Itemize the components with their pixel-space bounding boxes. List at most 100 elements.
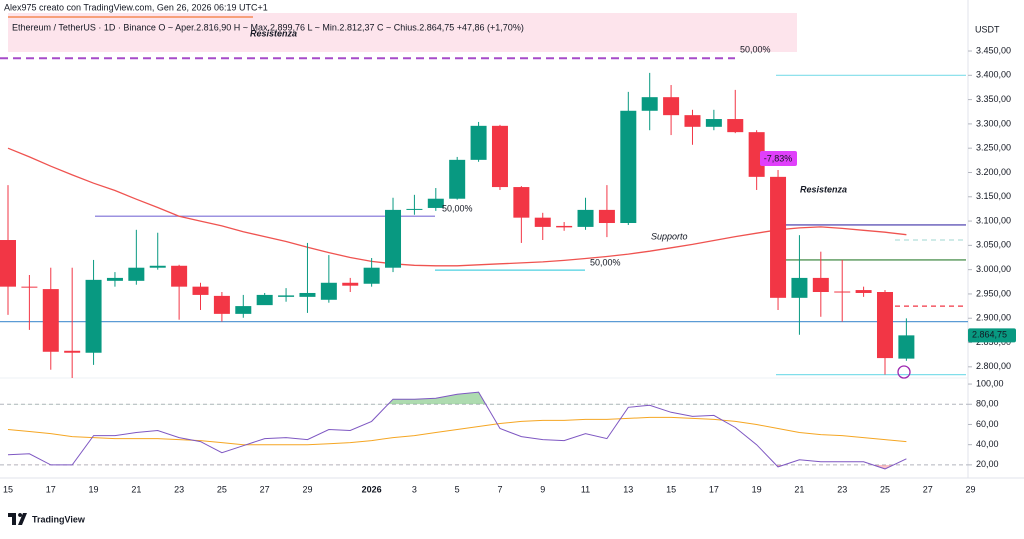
x-tick-label: 29 <box>966 484 976 494</box>
rsi-ma <box>7 416 907 446</box>
candle-body <box>534 217 551 227</box>
y-tick-label: 3.050,00 <box>976 240 1011 250</box>
candle-body <box>171 265 188 287</box>
author: Alex975 creato con TradingView.com, Gen … <box>4 2 268 12</box>
x-tick-label: 15 <box>3 484 13 494</box>
x-tick-label: 5 <box>455 484 460 494</box>
y-tick-label: 2.800,00 <box>976 361 1011 371</box>
price-tag-label: 2.864,75 <box>972 330 1007 340</box>
symbol-header: Ethereum / TetherUS · 1D · Binance O ~ A… <box>12 22 524 32</box>
candle-body <box>898 335 915 359</box>
annotation: -7,83% <box>764 153 793 163</box>
y-tick-label: 3.150,00 <box>976 191 1011 201</box>
candle-body <box>727 119 744 133</box>
x-tick-label: 3 <box>412 484 417 494</box>
y-tick-label: 3.100,00 <box>976 215 1011 225</box>
candle-body <box>855 290 872 293</box>
candle-body <box>812 277 829 293</box>
candle-body <box>320 282 337 300</box>
candle-body <box>491 125 508 188</box>
x-tick-label: 13 <box>623 484 633 494</box>
candle-body <box>876 292 893 359</box>
rsi-line <box>7 391 907 470</box>
event-icon[interactable] <box>897 365 911 379</box>
x-tick-label: 2026 <box>362 484 382 494</box>
candle-body <box>770 176 787 298</box>
annotation: Resistenza <box>800 184 847 194</box>
annotation: 50,00% <box>590 257 621 267</box>
candle-body <box>684 115 701 127</box>
brand: TradingView <box>32 514 86 524</box>
candle-body <box>192 286 209 295</box>
candle-body <box>21 286 38 288</box>
x-tick-label: 7 <box>497 484 502 494</box>
candle-body <box>42 289 59 352</box>
y-tick-label: 2.950,00 <box>976 288 1011 298</box>
y-tick-label: 3.000,00 <box>976 264 1011 274</box>
y-tick-label: 3.400,00 <box>976 70 1011 80</box>
price-tag <box>968 328 1016 343</box>
y-tick-label: 3.300,00 <box>976 118 1011 128</box>
candle-body <box>85 279 102 353</box>
x-tick-label: 23 <box>174 484 184 494</box>
annotation: 50,00% <box>442 203 473 213</box>
y-tick-label: 3.200,00 <box>976 167 1011 177</box>
y-tick-label: 2.900,00 <box>976 313 1011 323</box>
candle-body <box>620 110 637 224</box>
x-tick-label: 29 <box>302 484 312 494</box>
x-tick-label: 19 <box>89 484 99 494</box>
x-tick-label: 25 <box>880 484 890 494</box>
x-tick-label: 25 <box>217 484 227 494</box>
candle-body <box>556 225 573 228</box>
candle-body <box>513 187 530 218</box>
candle-body <box>342 282 359 286</box>
candle-body <box>449 159 466 199</box>
x-tick-label: 21 <box>794 484 804 494</box>
candle-body <box>834 291 851 293</box>
candle-body <box>598 209 615 224</box>
y-tick-label: 100,00 <box>976 378 1004 388</box>
candle-body <box>406 208 423 210</box>
y-tick-label: 40,00 <box>976 439 999 449</box>
annotation: 50,00% <box>740 44 771 54</box>
candle-body <box>256 294 273 306</box>
candle-body <box>427 198 444 208</box>
candle-body <box>748 132 765 177</box>
candle-body <box>791 277 808 298</box>
candle-body <box>705 119 722 127</box>
resistance-zone <box>8 13 797 52</box>
y-tick-label: 3.350,00 <box>976 94 1011 104</box>
candle-body <box>363 267 380 284</box>
currency: USDT <box>975 24 1000 34</box>
candle-body <box>470 125 487 160</box>
rsi-overbought <box>388 392 486 405</box>
y-tick-label: 3.450,00 <box>976 45 1011 55</box>
candle-body <box>64 350 81 353</box>
x-tick-label: 19 <box>752 484 762 494</box>
candle-body <box>106 277 123 281</box>
x-tick-label: 11 <box>581 484 590 494</box>
candle-body <box>641 97 658 111</box>
y-tick-label: 80,00 <box>976 399 999 409</box>
x-tick-label: 9 <box>540 484 545 494</box>
x-tick-label: 27 <box>260 484 270 494</box>
annotation: Supporto <box>651 231 688 241</box>
x-tick-label: 17 <box>709 484 719 494</box>
candle-body <box>299 292 316 297</box>
candle-body <box>149 265 166 268</box>
plot-area <box>0 57 968 470</box>
moving-average <box>7 147 907 267</box>
x-tick-label: 23 <box>837 484 847 494</box>
y-tick-label: 20,00 <box>976 459 999 469</box>
x-tick-label: 27 <box>923 484 933 494</box>
candle-body <box>213 295 230 314</box>
candle-body <box>0 240 16 287</box>
candle-body <box>128 267 145 281</box>
candle-body <box>278 295 295 297</box>
y-tick-label: 60,00 <box>976 419 999 429</box>
x-tick-label: 17 <box>46 484 56 494</box>
candle-body <box>577 209 594 227</box>
y-tick-label: 3.250,00 <box>976 143 1011 153</box>
annotation: Resistenza <box>250 28 297 38</box>
